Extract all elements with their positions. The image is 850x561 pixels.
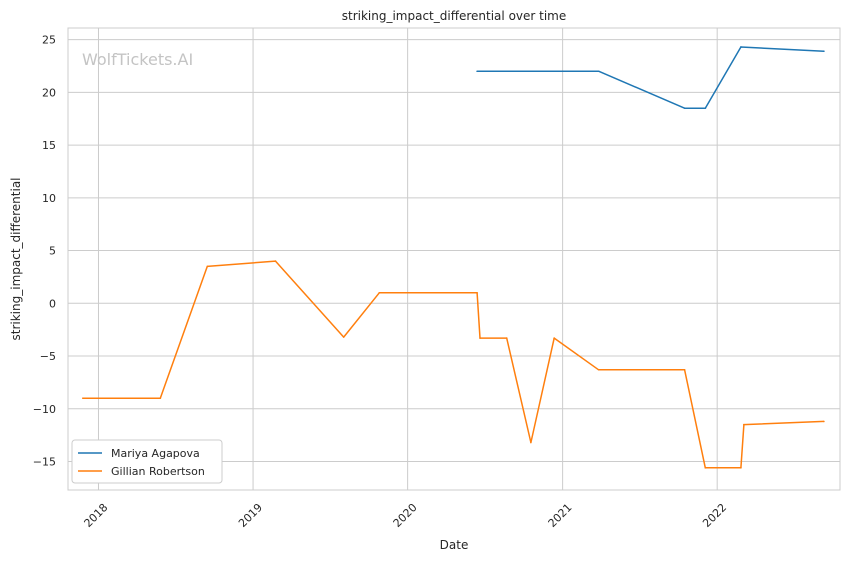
series-line-gillian-robertson: [82, 260, 824, 469]
data-point: [476, 291, 478, 294]
chart-title: striking_impact_differential over time: [342, 9, 567, 23]
x-tick-label: 2022: [700, 501, 729, 530]
y-tick-label: 10: [42, 192, 56, 205]
data-point: [823, 50, 825, 53]
data-point: [505, 337, 508, 339]
y-tick-label: 25: [42, 34, 56, 47]
legend: Mariya Agapova Gillian Robertson: [71, 439, 223, 484]
data-point: [206, 265, 209, 268]
data-point: [530, 441, 532, 444]
data-point: [476, 70, 478, 73]
legend-label-mariya-agapova: Mariya Agapova: [111, 447, 200, 460]
data-point: [378, 291, 381, 294]
legend-box: [71, 439, 223, 484]
data-point: [704, 107, 707, 109]
data-point: [342, 336, 345, 338]
legend-label-gillian-robertson: Gillian Robertson: [111, 465, 205, 478]
y-tick-label: 20: [42, 86, 56, 99]
data-point: [82, 397, 84, 400]
y-tick-label: 15: [42, 139, 56, 152]
data-point: [683, 107, 686, 109]
y-axis-label: striking_impact_differential: [9, 177, 23, 340]
data-point: [159, 397, 162, 400]
data-point: [704, 467, 707, 469]
y-tick-label: 0: [49, 297, 56, 310]
data-point: [274, 260, 277, 262]
data-point: [479, 337, 481, 339]
series-line-mariya-agapova: [477, 46, 824, 109]
y-tick-label: −5: [40, 350, 56, 363]
x-tick-label: 2020: [391, 501, 420, 530]
data-point: [597, 368, 600, 371]
plot-area-frame: [67, 27, 841, 491]
data-point: [743, 423, 745, 426]
y-tick-label: −15: [33, 456, 56, 469]
data-point: [740, 46, 742, 48]
series-layer: [82, 46, 825, 469]
grid: [68, 28, 840, 490]
x-axis-ticks: 2018 2019 2020 2021 2022: [82, 501, 730, 530]
y-axis-ticks: 25 20 15 10 5 0 −5 −10 −15: [33, 34, 56, 469]
data-point: [740, 467, 742, 469]
data-point: [597, 70, 600, 73]
y-tick-label: −10: [33, 403, 56, 416]
x-tick-label: 2018: [82, 501, 111, 530]
data-point: [683, 368, 686, 371]
x-tick-label: 2019: [236, 501, 265, 530]
x-tick-label: 2021: [546, 501, 575, 530]
watermark: WolfTickets.AI: [82, 50, 193, 69]
data-point: [553, 337, 555, 339]
data-point: [823, 420, 825, 423]
y-tick-label: 5: [49, 245, 56, 258]
x-axis-label: Date: [440, 538, 469, 552]
